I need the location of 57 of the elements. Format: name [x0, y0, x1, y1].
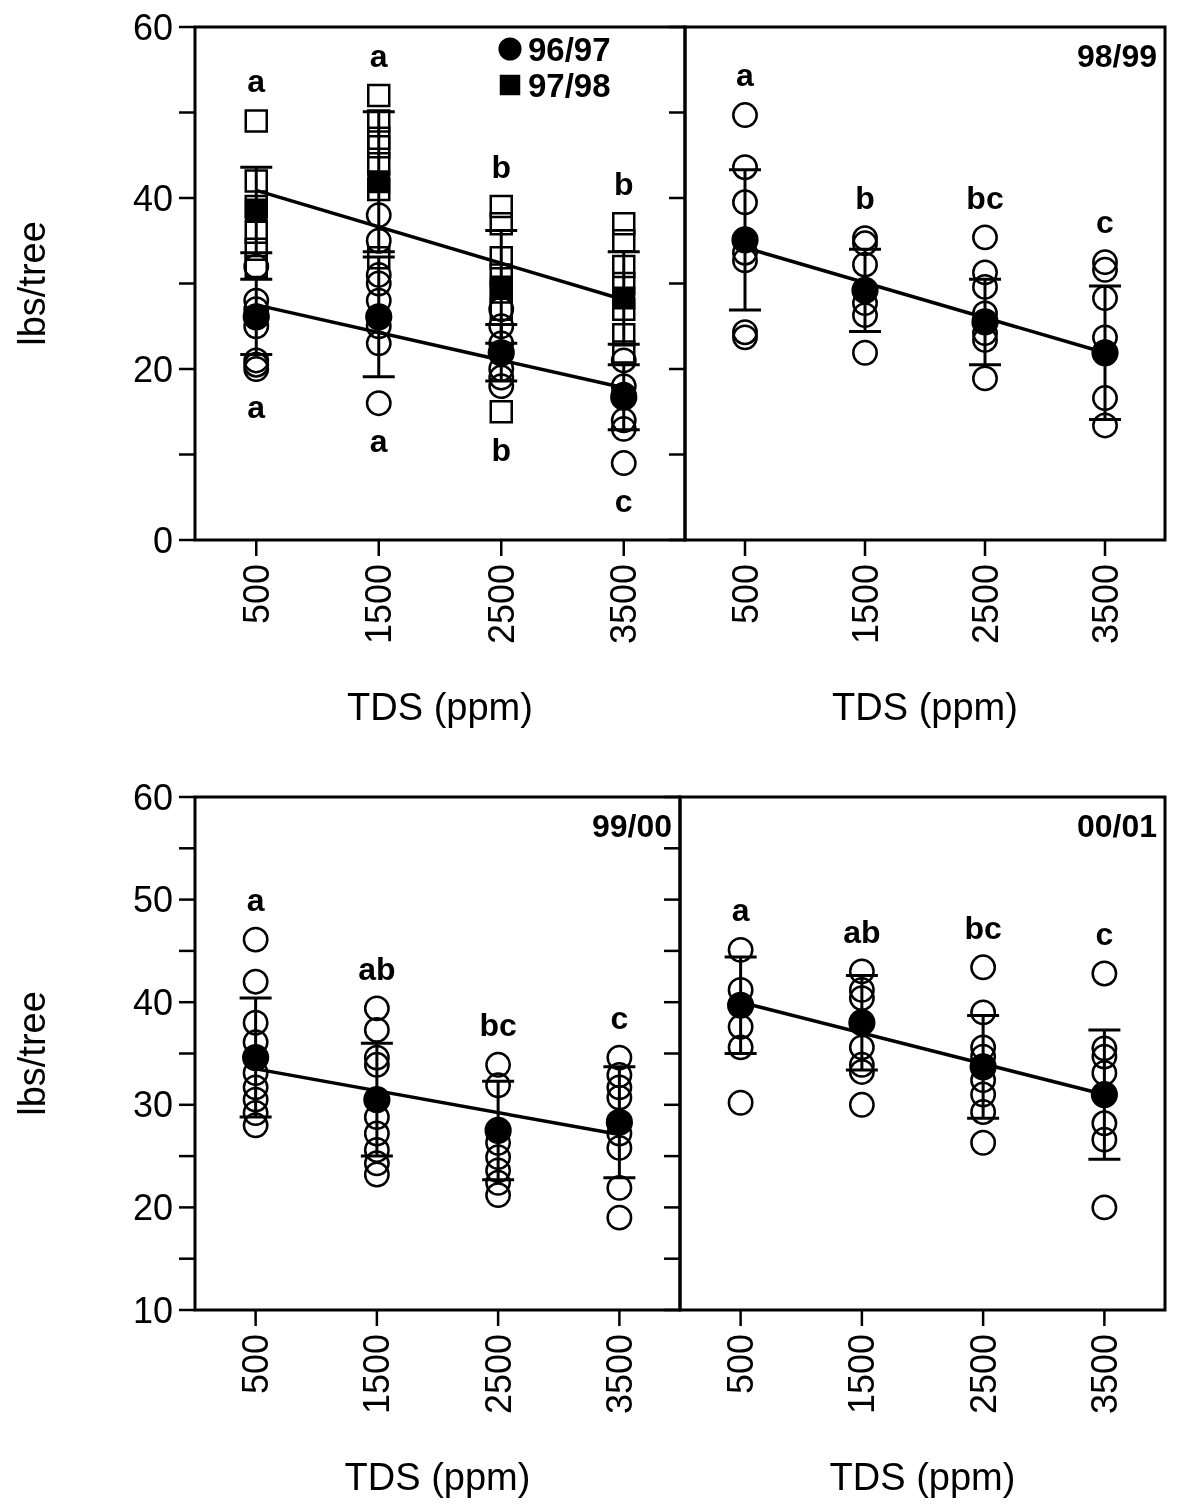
annotation: b [613, 165, 634, 202]
annotation: bc [966, 179, 1004, 216]
x-axis-title: TDS (ppm) [347, 686, 533, 728]
annotation: a [247, 63, 266, 100]
annotation: bc [964, 909, 1002, 946]
legend-label: 96/97 [528, 31, 611, 68]
x-tick-label: 2500 [480, 564, 522, 645]
x-tick-label: 500 [235, 1334, 277, 1395]
y-tick-label: 10 [132, 1289, 173, 1331]
annotation: c [610, 999, 629, 1036]
annotation: a [246, 881, 265, 918]
annotation: b [855, 180, 875, 217]
annotation: a [369, 423, 388, 460]
annotation: a [736, 57, 755, 94]
y-axis-title: lbs/tree [11, 991, 53, 1116]
x-tick-label: 500 [720, 1334, 762, 1395]
annotation: a [369, 37, 388, 74]
x-tick-label: 2500 [962, 1334, 1004, 1415]
x-tick-label: 1500 [356, 1334, 398, 1415]
annotation: ab [843, 913, 881, 950]
x-tick-label: 500 [235, 564, 277, 625]
x-tick-label: 2500 [964, 564, 1006, 645]
x-tick-label: 1500 [841, 1334, 883, 1415]
x-axis-title: TDS (ppm) [344, 1456, 531, 1498]
x-tick-label: 3500 [603, 564, 645, 645]
y-tick-label: 0 [152, 519, 173, 561]
x-tick-label: 2500 [477, 1334, 519, 1415]
y-tick-label: 20 [132, 1187, 173, 1228]
annotation: a [247, 389, 266, 426]
x-axis-title: TDS (ppm) [829, 1456, 1016, 1498]
x-tick-label: 3500 [1084, 564, 1126, 645]
x-tick-label: 3500 [1083, 1334, 1125, 1415]
annotation: a [731, 892, 750, 929]
annotation: c [1095, 915, 1114, 952]
y-tick-label: 20 [132, 348, 173, 390]
x-tick-label: 500 [724, 564, 766, 625]
annotation: c [614, 483, 633, 520]
y-axis-title: lbs/tree [11, 221, 53, 346]
x-tick-label: 3500 [598, 1334, 640, 1415]
x-tick-label: 1500 [358, 564, 400, 645]
x-tick-label: 1500 [844, 564, 886, 645]
x-axis-title: TDS (ppm) [832, 686, 1018, 728]
annotation: b [491, 148, 512, 185]
y-tick-label: 40 [132, 177, 173, 219]
annotation: c [1096, 204, 1114, 241]
annotation: ab [358, 950, 396, 987]
annotation: bc [479, 1006, 517, 1043]
y-tick-label: 60 [132, 776, 173, 818]
chart-title: 00/01 [1076, 808, 1157, 844]
y-tick-label: 30 [132, 1084, 173, 1126]
annotation: b [491, 431, 512, 468]
chart-title: 98/99 [1076, 38, 1157, 74]
legend-label: 97/98 [528, 67, 611, 104]
y-tick-label: 40 [132, 981, 173, 1023]
y-tick-label: 50 [132, 879, 173, 921]
y-tick-label: 60 [132, 6, 173, 48]
chart-title: 99/00 [591, 808, 672, 844]
